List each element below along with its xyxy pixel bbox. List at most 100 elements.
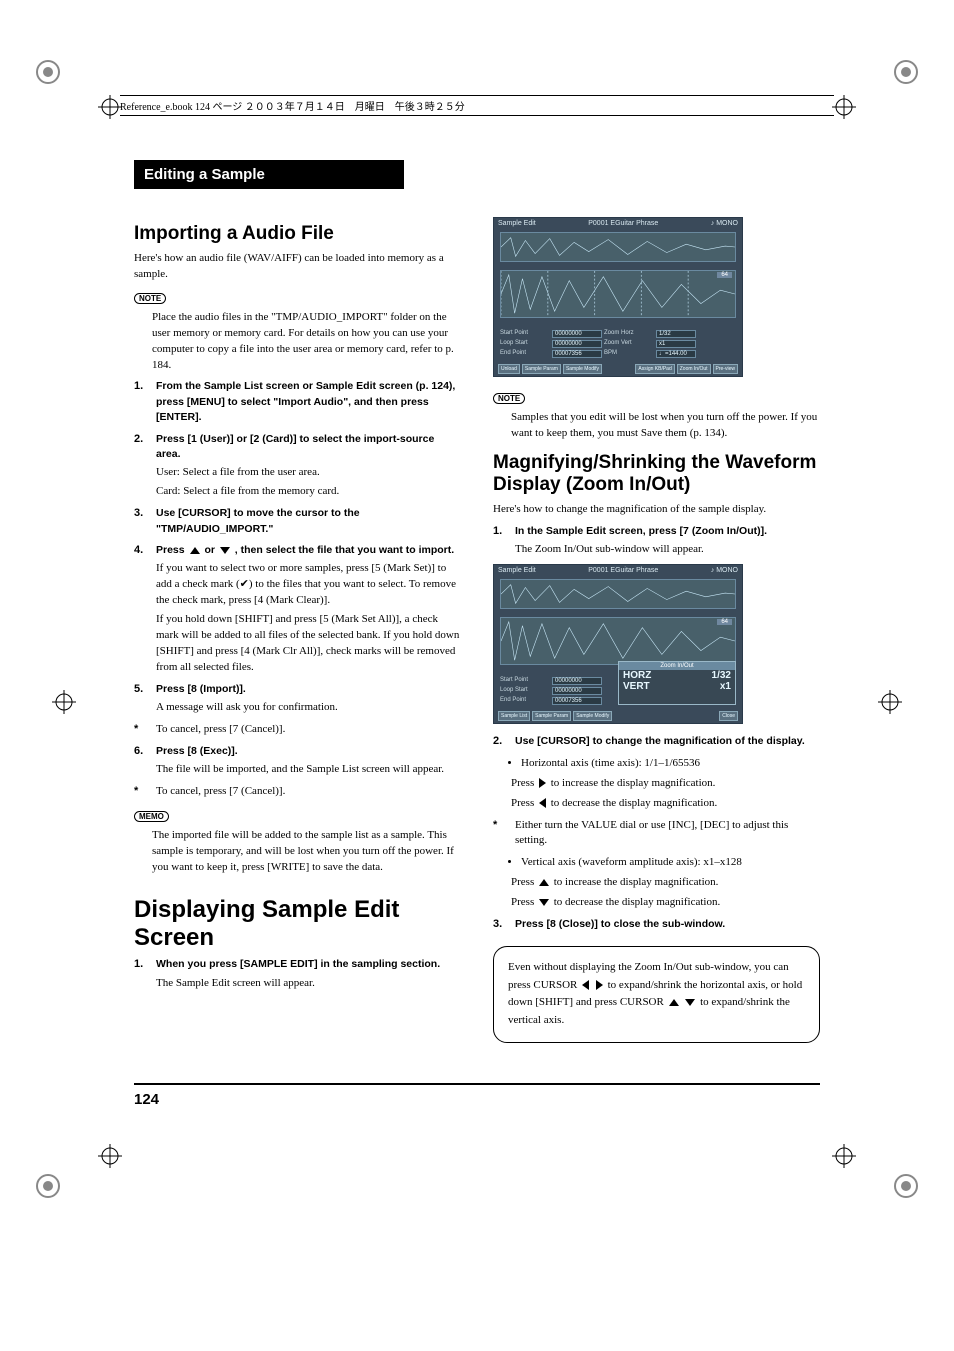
- reg-mark: [52, 690, 76, 714]
- note-text: Place the audio files in the "TMP/AUDIO_…: [152, 310, 461, 374]
- value-dial-note: *Either turn the VALUE dial or use [INC]…: [493, 818, 820, 849]
- memo-text: The imported file will be added to the s…: [152, 828, 461, 876]
- param-value: 00000000: [552, 340, 602, 348]
- ss-title-mid: P0001 EGuitar Phrase: [588, 220, 658, 227]
- heading-importing: Importing a Audio File: [134, 223, 461, 245]
- step-number: *: [134, 722, 148, 737]
- steps-list: 1.From the Sample List screen or Sample …: [134, 379, 461, 799]
- step-head: To cancel, press [7 (Cancel)].: [156, 785, 285, 797]
- left-column: Importing a Audio File Here's how an aud…: [134, 213, 461, 1043]
- waveform-detail: [500, 617, 736, 665]
- reg-dot: [894, 60, 918, 84]
- step-number: 4.: [134, 543, 148, 676]
- note-text: Samples that you edit will be lost when …: [511, 410, 820, 442]
- step-sub: The Sample Edit screen will appear.: [156, 976, 461, 992]
- ss-title-mid: P0001 EGuitar Phrase: [588, 567, 658, 574]
- page-number: 124: [134, 1091, 820, 1108]
- right-column: Sample Edit P0001 EGuitar Phrase ♪ MONO …: [493, 213, 820, 1043]
- step-number: 3.: [134, 506, 148, 537]
- steps-display: 1. When you press [SAMPLE EDIT] in the s…: [134, 957, 461, 991]
- param-value: 00000000: [552, 677, 602, 685]
- step-sub: If you hold down [SHIFT] and press [5 (M…: [156, 612, 461, 676]
- param-label: Zoom Horz: [604, 330, 654, 338]
- fkey: Sample Modify: [563, 364, 602, 374]
- step-head: Press [8 (Import)].: [156, 683, 246, 695]
- zoom-horz-value: 1/32: [712, 670, 731, 681]
- step-head: Press [8 (Close)] to close the sub-windo…: [515, 918, 725, 930]
- footer-rule: [134, 1083, 820, 1085]
- param-grid: Start Point00000000Zoom Horz1/32 Loop St…: [500, 330, 736, 358]
- param-label: Loop Start: [500, 687, 550, 695]
- zoom-vert-value: x1: [720, 681, 731, 692]
- fkey: Sample Param: [532, 711, 571, 721]
- note-label: NOTE: [134, 293, 166, 304]
- zoom-horz-label: HORZ: [623, 670, 651, 681]
- reg-mark: [832, 95, 856, 119]
- param-label: End Point: [500, 350, 550, 358]
- fkey: Sample Modify: [573, 711, 612, 721]
- heading-zoom: Magnifying/Shrinking the Waveform Displa…: [493, 452, 820, 496]
- step-head: Press [8 (Exec)].: [156, 745, 238, 757]
- vert-inc: Press to increase the display magnificat…: [511, 875, 820, 891]
- sample-edit-screenshot: Sample Edit P0001 EGuitar Phrase ♪ MONO …: [493, 217, 743, 377]
- param-label: Loop Start: [500, 340, 550, 348]
- param-value: x1: [656, 340, 696, 348]
- zoom-screenshot: Sample Edit P0001 EGuitar Phrase ♪ MONO …: [493, 564, 743, 724]
- step-number: 1.: [134, 957, 148, 991]
- step-number: 1.: [134, 379, 148, 425]
- step-sub: User: Select a file from the user area.: [156, 465, 461, 481]
- fkey: Close: [719, 711, 738, 721]
- param-value: 1/32: [656, 330, 696, 338]
- zoom-vert-label: VERT: [623, 681, 650, 692]
- step-head: Use [CURSOR] to change the magnification…: [515, 735, 805, 747]
- step-head: When you press [SAMPLE EDIT] in the samp…: [156, 958, 440, 970]
- horz-dec: Press to decrease the display magnificat…: [511, 796, 820, 812]
- function-keys: Sample ListSample ParamSample Modify Clos…: [498, 711, 738, 721]
- intro-text: Here's how an audio file (WAV/AIFF) can …: [134, 251, 461, 283]
- fkey: Zoom In/Out: [677, 364, 711, 374]
- zoom-step3: 3. Press [8 (Close)] to close the sub-wi…: [493, 917, 820, 932]
- tip-box: Even without displaying the Zoom In/Out …: [493, 946, 820, 1042]
- waveform-overview: [500, 232, 736, 262]
- waveform-detail: [500, 270, 736, 318]
- ss-title-left: Sample Edit: [498, 567, 536, 574]
- fkey: Sample List: [498, 711, 530, 721]
- page-header: Reference_e.book 124 ページ ２００３年７月１４日 月曜日 …: [120, 95, 834, 116]
- note-label: NOTE: [493, 393, 525, 404]
- param-label: Zoom Vert: [604, 340, 654, 348]
- vert-axis-bullets: Vertical axis (waveform amplitude axis):…: [521, 854, 820, 871]
- param-label: BPM: [604, 350, 654, 358]
- horz-inc: Press to increase the display magnificat…: [511, 776, 820, 792]
- star-note: Either turn the VALUE dial or use [INC],…: [515, 818, 820, 849]
- waveform-overview: [500, 579, 736, 609]
- fkey: Assign KB/Pad: [635, 364, 674, 374]
- step-sub: The Zoom In/Out sub-window will appear.: [515, 542, 820, 558]
- step-sub: If you want to select two or more sample…: [156, 561, 461, 609]
- step-number: 3.: [493, 917, 507, 932]
- reg-dot: [36, 1174, 60, 1198]
- reg-mark: [98, 1144, 122, 1168]
- step-number: 2.: [493, 734, 507, 749]
- fkey: Unload: [498, 364, 520, 374]
- param-value: 00007356: [552, 697, 602, 705]
- step-head: To cancel, press [7 (Cancel)].: [156, 723, 285, 735]
- step-number: 5.: [134, 682, 148, 716]
- memo-label: MEMO: [134, 811, 169, 822]
- ss-title-right: ♪ MONO: [711, 220, 738, 227]
- reg-mark: [832, 1144, 856, 1168]
- param-label: Start Point: [500, 677, 550, 685]
- reg-mark: [98, 95, 122, 119]
- step-sub: Card: Select a file from the memory card…: [156, 484, 461, 500]
- param-value: 00007356: [552, 350, 602, 358]
- fkey: Pre-view: [713, 364, 738, 374]
- step-number: *: [134, 784, 148, 799]
- param-label: Start Point: [500, 330, 550, 338]
- zoom-title: Zoom In/Out: [619, 662, 735, 670]
- step-head: Use [CURSOR] to move the cursor to the "…: [156, 507, 360, 534]
- step-head: From the Sample List screen or Sample Ed…: [156, 380, 455, 423]
- zoom-subwindow: Zoom In/Out HORZ 1/32 VERT x1: [618, 661, 736, 705]
- fkey: Sample Param: [522, 364, 561, 374]
- zoom-intro: Here's how to change the magnification o…: [493, 502, 820, 518]
- step-number: 2.: [134, 432, 148, 501]
- param-value: 00000000: [552, 687, 602, 695]
